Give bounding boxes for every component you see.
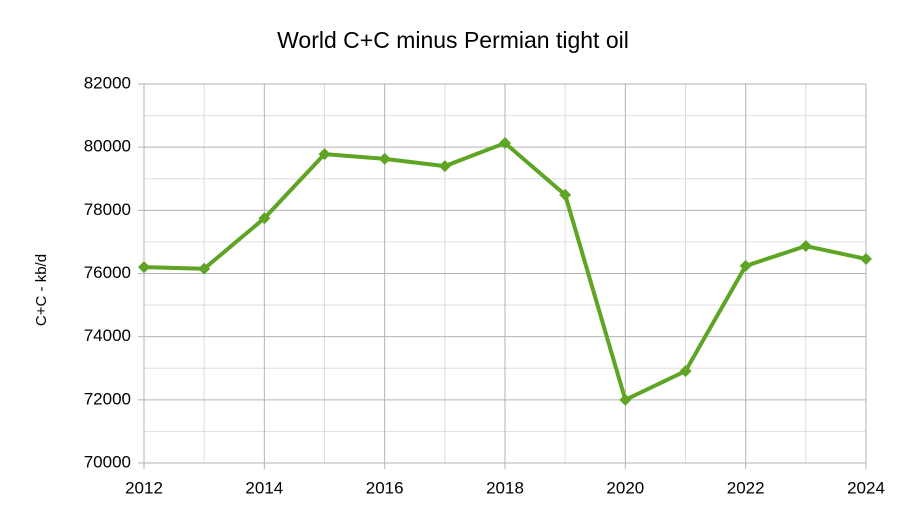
y-tick-label: 74000 bbox=[84, 326, 131, 345]
data-point bbox=[198, 262, 211, 275]
x-tick-label: 2018 bbox=[486, 478, 524, 497]
x-tick-label: 2012 bbox=[125, 478, 163, 497]
data-point bbox=[559, 188, 572, 201]
x-tick-label: 2014 bbox=[245, 478, 283, 497]
data-point bbox=[860, 252, 872, 265]
y-tick-label: 72000 bbox=[84, 389, 131, 408]
x-tick-label: 2020 bbox=[606, 478, 644, 497]
data-point bbox=[318, 148, 331, 161]
y-axis-label: C+C - kb/d bbox=[33, 254, 50, 326]
x-tick-label: 2016 bbox=[366, 478, 404, 497]
y-tick-label: 80000 bbox=[84, 137, 131, 156]
data-point bbox=[378, 152, 391, 165]
data-point bbox=[799, 240, 812, 253]
y-tick-label: 70000 bbox=[84, 452, 131, 471]
data-point bbox=[619, 393, 632, 406]
data-point bbox=[739, 259, 752, 272]
y-tick-label: 76000 bbox=[84, 263, 131, 282]
data-point bbox=[138, 261, 150, 274]
data-point bbox=[499, 137, 511, 150]
x-tick-label: 2022 bbox=[727, 478, 765, 497]
data-point bbox=[438, 160, 451, 173]
y-tick-label: 82000 bbox=[84, 73, 131, 92]
chart-title: World C+C minus Permian tight oil bbox=[277, 27, 629, 53]
y-tick-label: 78000 bbox=[84, 200, 131, 219]
data-point bbox=[258, 212, 271, 225]
data-point bbox=[679, 365, 692, 378]
x-tick-label: 2024 bbox=[847, 478, 885, 497]
